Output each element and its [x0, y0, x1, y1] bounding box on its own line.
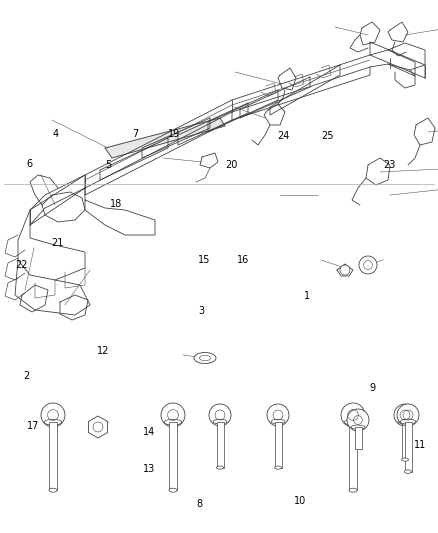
Text: 17: 17 — [27, 422, 39, 431]
Ellipse shape — [400, 419, 416, 424]
Text: 25: 25 — [321, 131, 334, 141]
Text: 5: 5 — [106, 160, 112, 170]
FancyBboxPatch shape — [275, 422, 282, 467]
FancyBboxPatch shape — [402, 422, 409, 459]
Ellipse shape — [349, 488, 357, 492]
Text: 4: 4 — [53, 130, 59, 139]
Ellipse shape — [351, 425, 365, 429]
Text: 20: 20 — [225, 160, 237, 170]
Text: 1: 1 — [304, 291, 310, 301]
Ellipse shape — [398, 419, 412, 424]
Text: 19: 19 — [168, 130, 180, 139]
Circle shape — [267, 404, 289, 426]
Ellipse shape — [405, 470, 411, 473]
Text: 23: 23 — [383, 160, 395, 170]
FancyBboxPatch shape — [349, 422, 357, 490]
Circle shape — [397, 404, 419, 426]
Circle shape — [340, 265, 350, 275]
Text: 18: 18 — [110, 199, 122, 209]
Circle shape — [161, 403, 185, 427]
FancyBboxPatch shape — [405, 422, 411, 472]
Text: 9: 9 — [369, 383, 375, 393]
Text: 6: 6 — [27, 159, 33, 168]
Ellipse shape — [344, 419, 362, 425]
Text: 24: 24 — [278, 131, 290, 141]
Text: 13: 13 — [143, 464, 155, 474]
Circle shape — [41, 403, 65, 427]
Text: 11: 11 — [414, 440, 427, 450]
Text: 12: 12 — [97, 346, 109, 356]
Circle shape — [394, 404, 416, 426]
Ellipse shape — [169, 488, 177, 492]
Ellipse shape — [216, 466, 223, 469]
Circle shape — [364, 261, 372, 270]
Text: 10: 10 — [294, 496, 306, 506]
Ellipse shape — [49, 488, 57, 492]
Text: 15: 15 — [198, 255, 210, 265]
Ellipse shape — [213, 419, 227, 424]
Ellipse shape — [271, 419, 285, 424]
FancyBboxPatch shape — [354, 427, 361, 449]
Text: 14: 14 — [143, 427, 155, 437]
Text: 7: 7 — [132, 130, 138, 139]
Text: 8: 8 — [196, 499, 202, 508]
Ellipse shape — [194, 352, 216, 364]
Text: 21: 21 — [51, 238, 63, 247]
Circle shape — [347, 409, 369, 431]
Polygon shape — [88, 416, 107, 438]
Ellipse shape — [402, 458, 409, 461]
Text: 3: 3 — [198, 306, 205, 316]
Ellipse shape — [44, 419, 62, 425]
FancyBboxPatch shape — [169, 422, 177, 490]
FancyBboxPatch shape — [49, 422, 57, 490]
Circle shape — [341, 403, 365, 427]
Polygon shape — [105, 118, 225, 158]
FancyBboxPatch shape — [216, 422, 223, 467]
Text: 16: 16 — [237, 255, 249, 265]
Circle shape — [359, 256, 377, 274]
Circle shape — [209, 404, 231, 426]
Ellipse shape — [164, 419, 182, 425]
Text: 2: 2 — [23, 371, 29, 381]
Ellipse shape — [199, 356, 211, 361]
Ellipse shape — [275, 466, 282, 469]
Text: 22: 22 — [16, 261, 28, 270]
